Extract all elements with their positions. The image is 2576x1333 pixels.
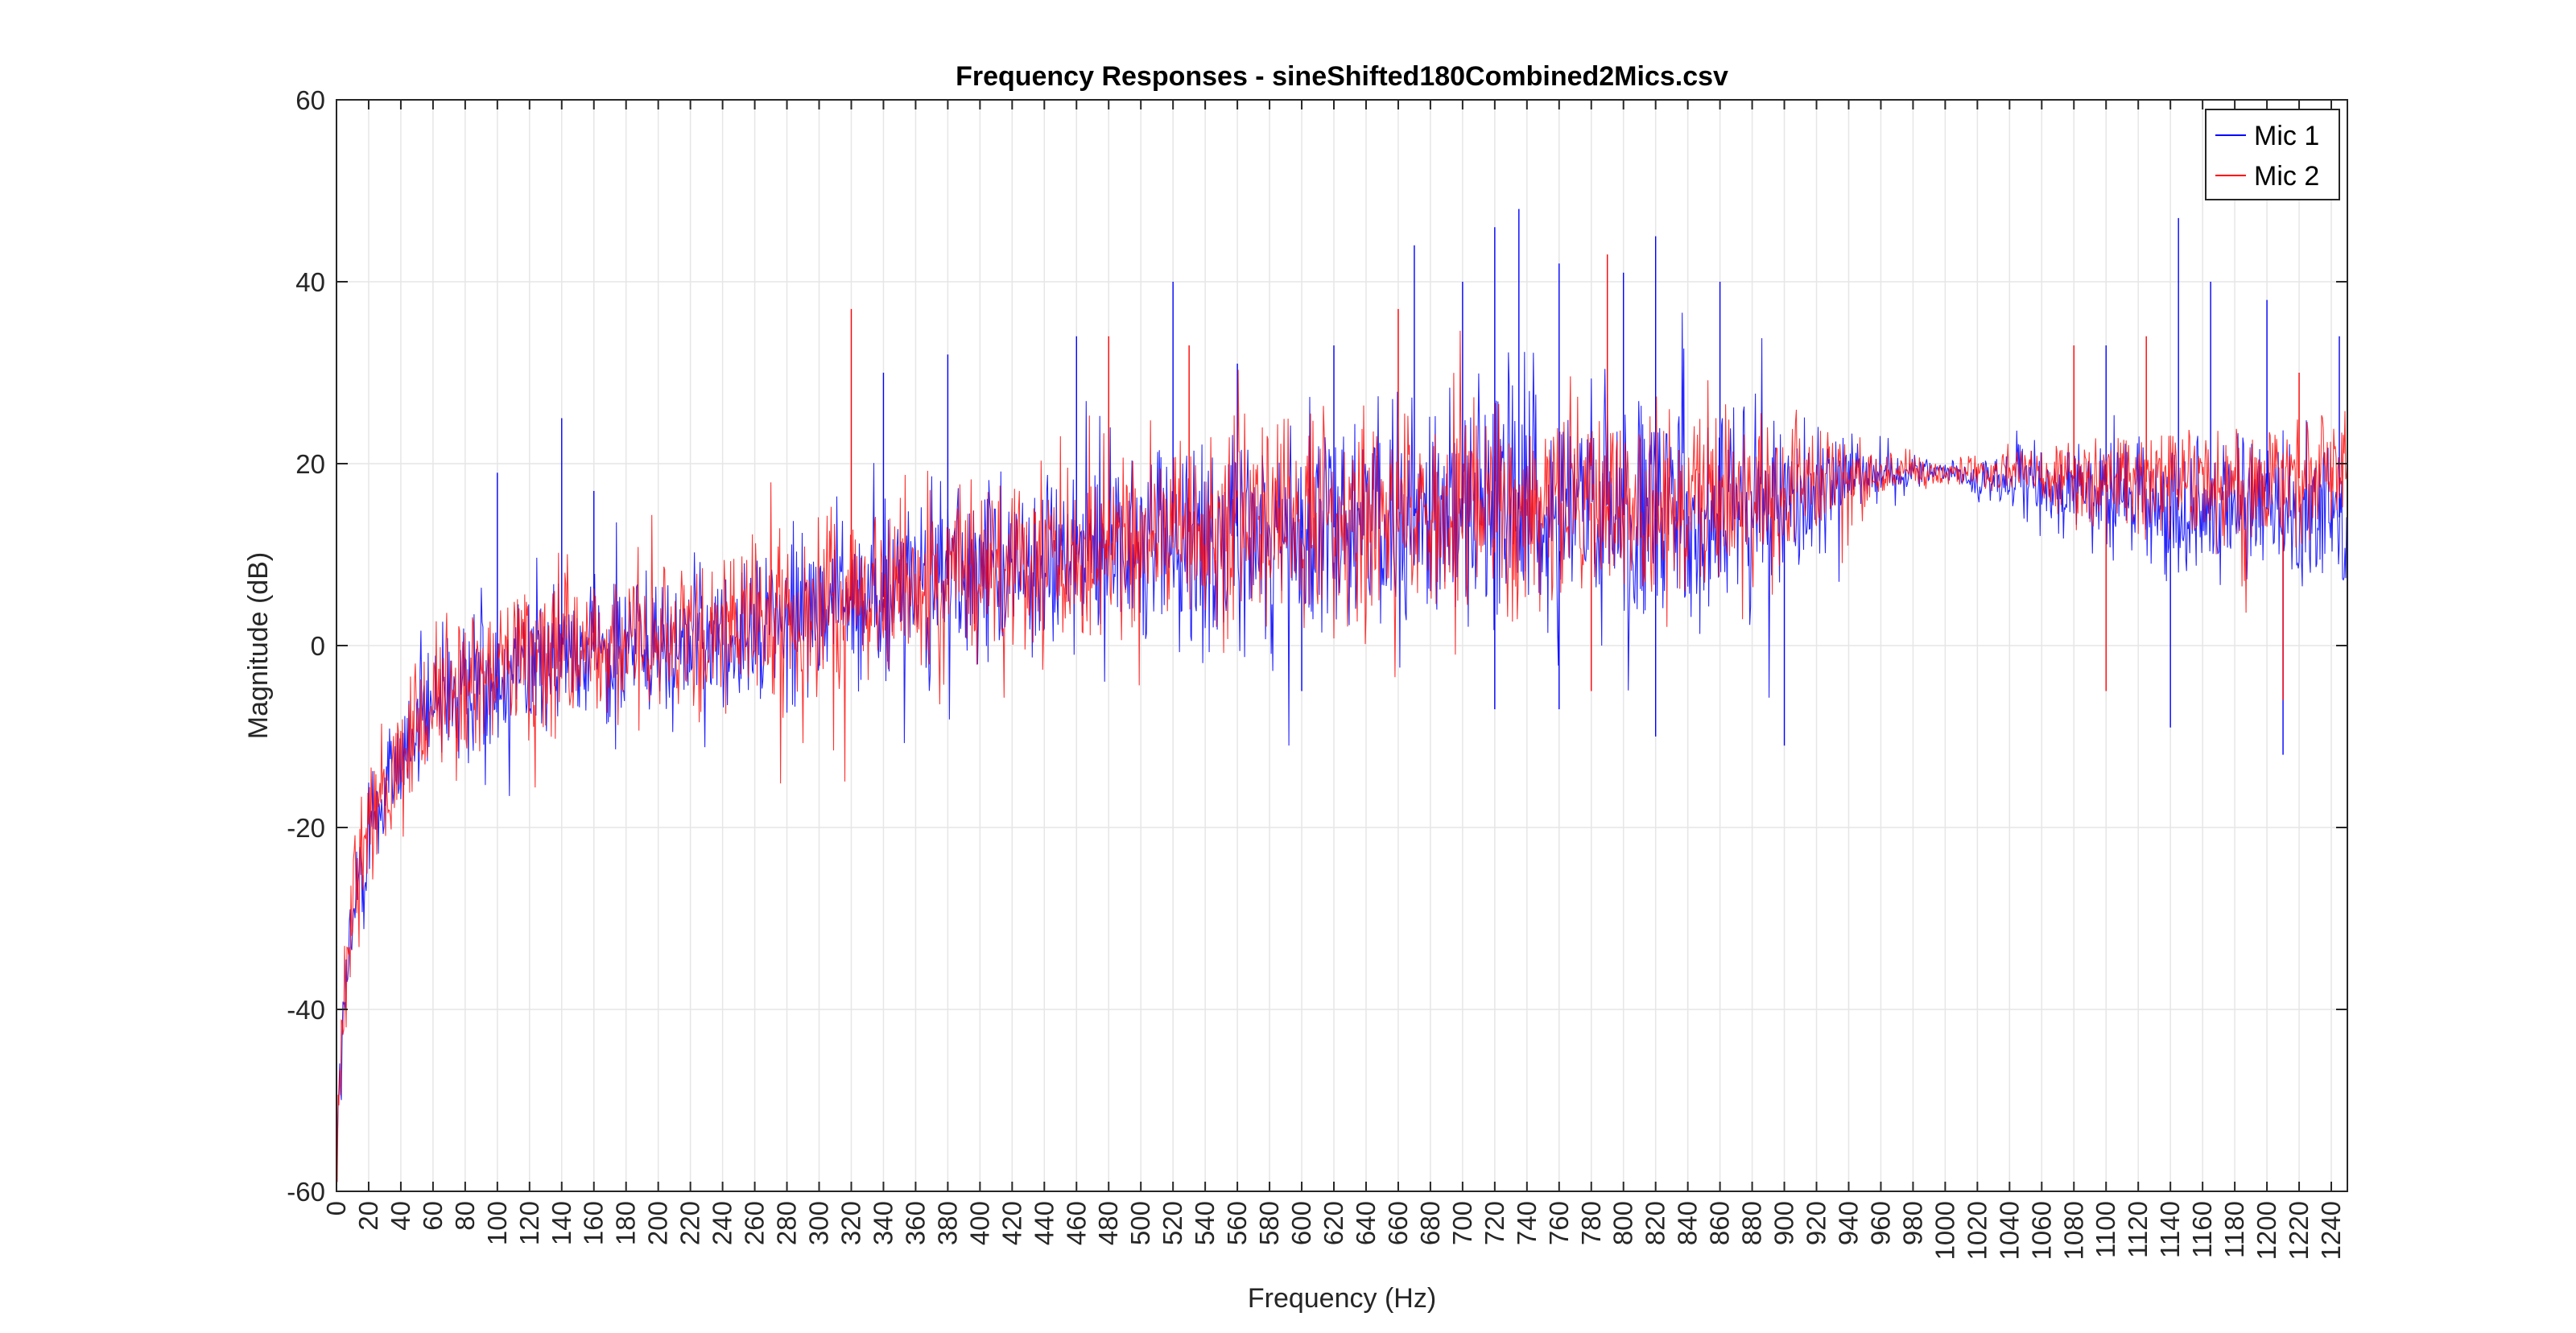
x-tick-label: 680 [1415, 1201, 1445, 1245]
x-tick-label: 340 [868, 1201, 898, 1245]
y-tick-label: 20 [295, 449, 325, 479]
y-tick-label: 0 [311, 631, 325, 661]
y-tick-label: -40 [287, 995, 325, 1025]
chart-title: Frequency Responses - sineShifted180Comb… [956, 61, 1728, 92]
x-tick-label: 1220 [2284, 1201, 2314, 1260]
x-tick-label: 380 [932, 1201, 962, 1245]
x-tick-label: 540 [1190, 1201, 1220, 1245]
legend: Mic 1 Mic 2 [2205, 109, 2340, 200]
series-2-spikes [850, 254, 2300, 700]
x-tick-label: 600 [1286, 1201, 1316, 1245]
x-tick-label: 520 [1158, 1201, 1187, 1245]
x-tick-label: 1120 [2123, 1201, 2153, 1258]
series-line-2 [336, 330, 2347, 1182]
x-tick-label: 60 [418, 1201, 448, 1231]
y-tick-label: 40 [295, 267, 325, 297]
y-ticks: -60 -40 -20 0 20 40 60 [287, 85, 2347, 1207]
x-tick-label: 840 [1673, 1201, 1703, 1245]
x-tick-label: 1200 [2252, 1201, 2281, 1260]
x-tick-label: 140 [547, 1201, 576, 1245]
y-tick-label: 60 [295, 85, 325, 115]
x-tick-label: 360 [900, 1201, 930, 1245]
x-tick-label: 580 [1254, 1201, 1284, 1245]
x-tick-label: 20 [353, 1201, 383, 1231]
x-axis-label: Frequency (Hz) [1248, 1283, 1436, 1314]
x-tick-label: 200 [643, 1201, 673, 1245]
x-tick-label: 120 [514, 1201, 544, 1245]
x-tick-label: 480 [1093, 1201, 1123, 1245]
x-tick-label: 820 [1641, 1201, 1670, 1245]
x-tick-label: 240 [708, 1201, 737, 1245]
x-tick-label: 1240 [2316, 1201, 2346, 1260]
x-tick-label: 420 [997, 1201, 1026, 1245]
x-tick-label: 100 [482, 1201, 512, 1245]
legend-label-mic-2: Mic 2 [2254, 161, 2319, 192]
x-tick-label: 0 [321, 1201, 351, 1215]
x-tick-label: 220 [675, 1201, 705, 1245]
x-tick-label: 1180 [2219, 1201, 2249, 1258]
x-tick-label: 940 [1833, 1201, 1863, 1245]
legend-label-mic-1: Mic 1 [2254, 121, 2319, 151]
x-tick-label: 280 [772, 1201, 802, 1245]
x-tick-label: 1060 [2026, 1201, 2056, 1260]
x-tick-label: 720 [1480, 1201, 1509, 1245]
x-tick-label: 460 [1061, 1201, 1091, 1245]
x-tick-label: 920 [1802, 1201, 1831, 1245]
x-tick-label: 880 [1737, 1201, 1767, 1245]
x-tick-label: 1100 [2091, 1201, 2120, 1258]
x-tick-label: 760 [1544, 1201, 1574, 1245]
x-tick-label: 1080 [2058, 1201, 2088, 1260]
x-tick-label: 1020 [1962, 1201, 1992, 1260]
x-tick-label: 900 [1769, 1201, 1799, 1245]
x-tick-label: 620 [1319, 1201, 1348, 1245]
x-tick-label: 780 [1576, 1201, 1606, 1245]
x-tick-label: 300 [804, 1201, 834, 1245]
x-tick-label: 160 [579, 1201, 609, 1245]
y-tick-label: -60 [287, 1177, 325, 1207]
x-tick-label: 1160 [2187, 1201, 2217, 1258]
x-tick-label: 400 [964, 1201, 994, 1245]
x-tick-label: 500 [1125, 1201, 1155, 1245]
x-tick-label: 740 [1512, 1201, 1542, 1245]
x-tick-label: 260 [740, 1201, 770, 1245]
x-tick-label: 700 [1447, 1201, 1477, 1245]
x-tick-label: 960 [1865, 1201, 1895, 1245]
x-tick-label: 1040 [1994, 1201, 2024, 1260]
plot-lines [336, 208, 2347, 1186]
y-axis-label: Magnitude (dB) [243, 552, 274, 739]
y-tick-label: -20 [287, 813, 325, 843]
x-tick-label: 80 [450, 1201, 480, 1231]
x-tick-label: 40 [386, 1201, 415, 1231]
x-tick-label: 860 [1705, 1201, 1735, 1245]
x-tick-label: 180 [611, 1201, 641, 1245]
x-tick-label: 980 [1897, 1201, 1927, 1245]
x-ticks: 0 20 40 60 80 100 120 140 160 180 200 220 240 260 280 3… [321, 100, 2346, 1260]
x-tick-label: 640 [1351, 1201, 1381, 1245]
x-tick-label: 1000 [1930, 1201, 1959, 1260]
x-tick-label: 800 [1608, 1201, 1638, 1245]
x-tick-label: 320 [836, 1201, 865, 1245]
x-tick-label: 560 [1222, 1201, 1252, 1245]
x-tick-label: 440 [1029, 1201, 1059, 1245]
x-tick-label: 1140 [2155, 1201, 2185, 1258]
legend-box [2205, 109, 2340, 200]
x-tick-label: 660 [1383, 1201, 1413, 1245]
